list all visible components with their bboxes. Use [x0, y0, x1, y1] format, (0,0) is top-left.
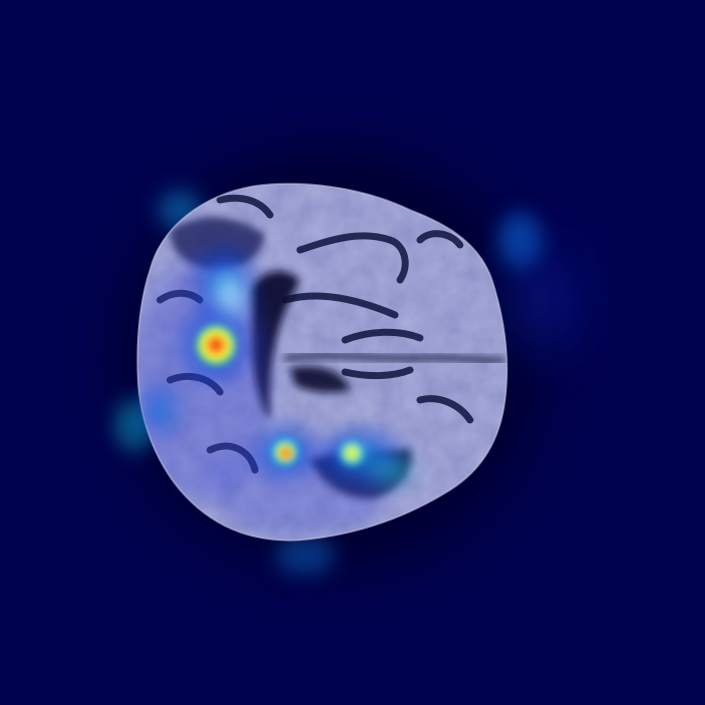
posterior-hotspot-right	[336, 437, 368, 469]
lateral-diffuse-hotspot	[140, 382, 180, 438]
outer-diffuse-heat	[115, 190, 575, 575]
primary-hotspot	[194, 323, 238, 367]
heatmap-hotspots	[140, 245, 412, 484]
